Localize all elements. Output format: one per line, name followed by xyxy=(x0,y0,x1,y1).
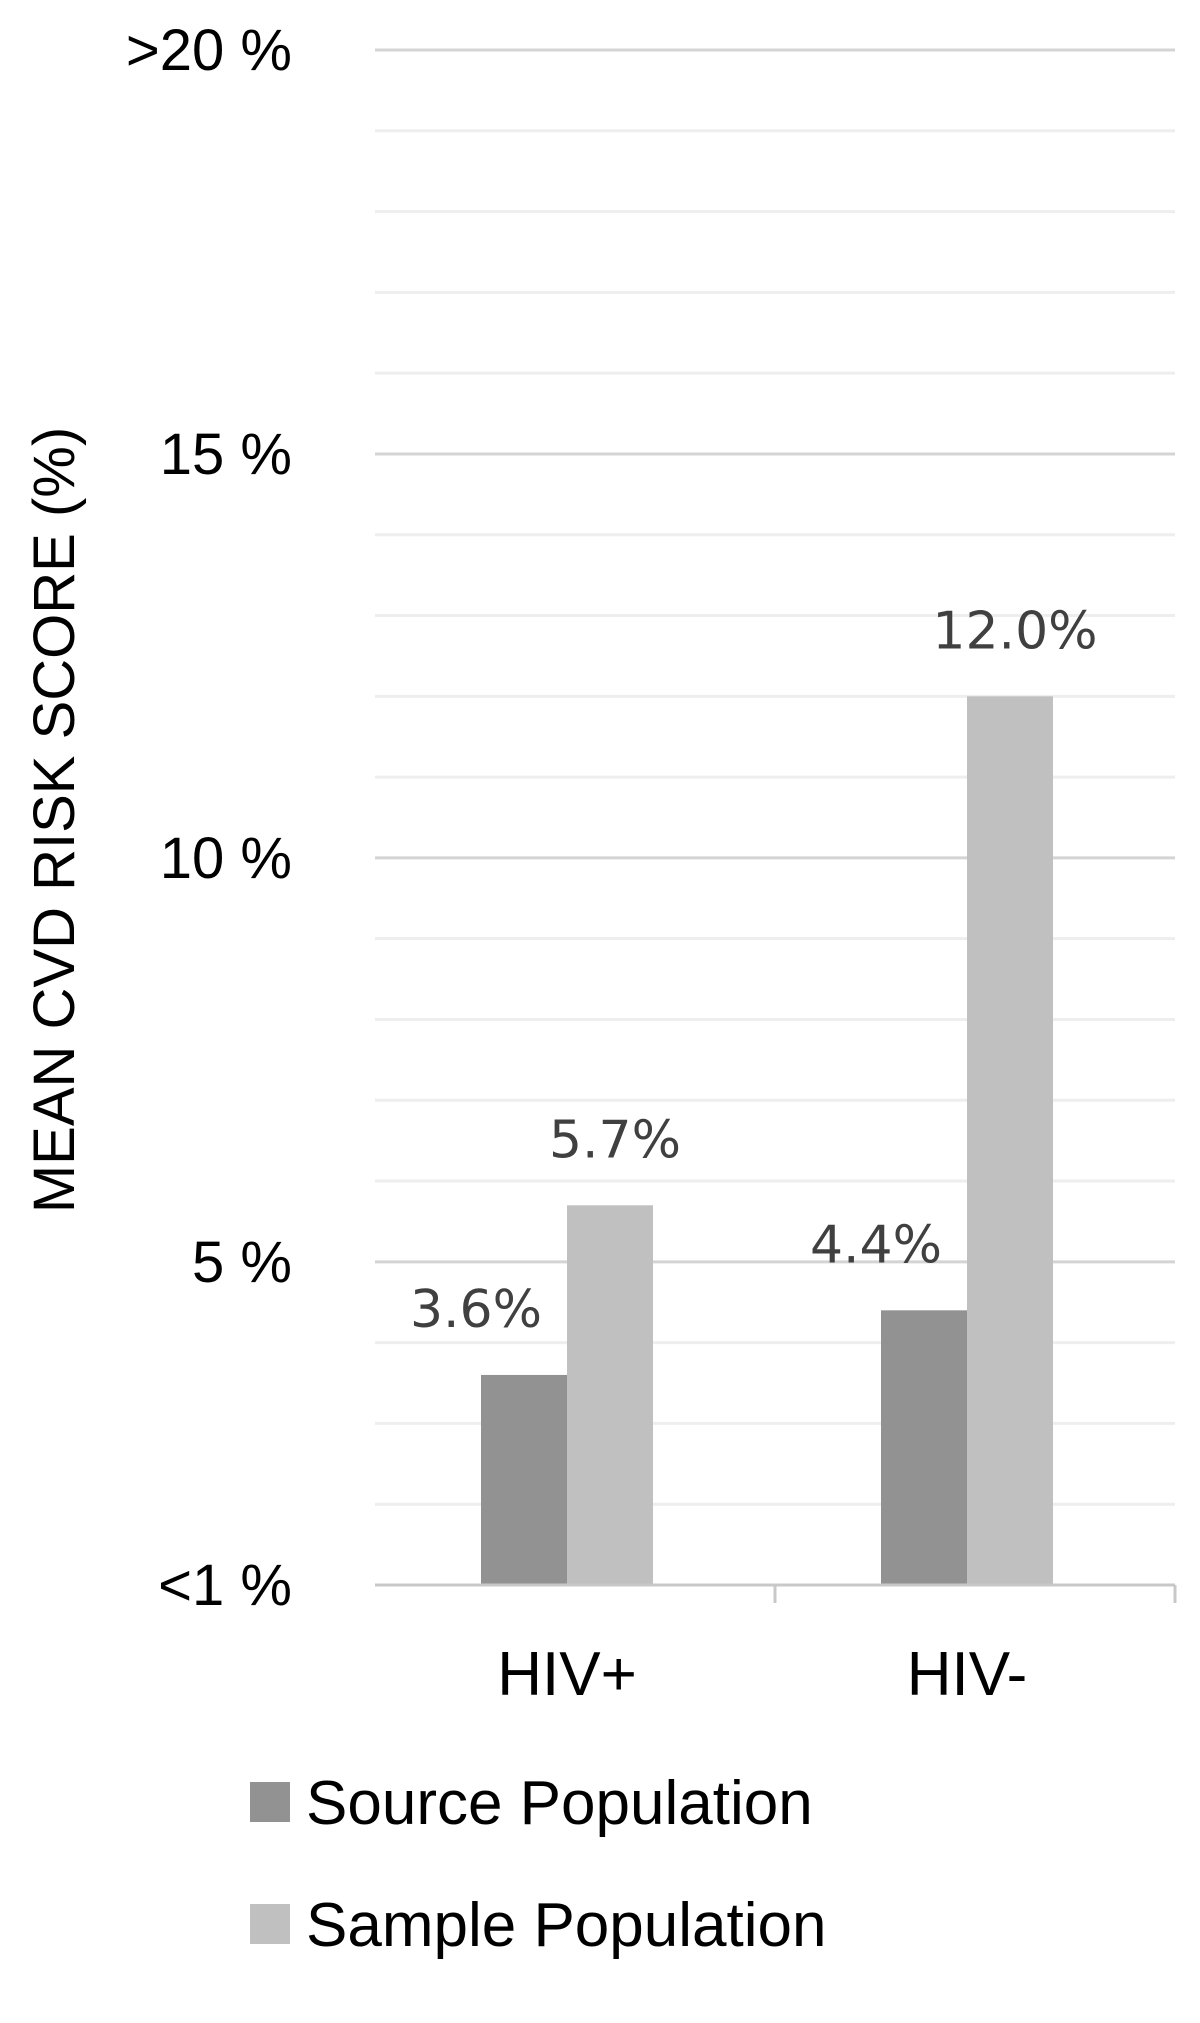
legend-label: Sample Population xyxy=(306,1891,826,1960)
bar-source-1 xyxy=(881,1310,967,1585)
legend-swatch xyxy=(250,1782,290,1822)
y-tick-label: <1 % xyxy=(158,1553,292,1618)
y-tick-label: 5 % xyxy=(192,1230,292,1295)
legend: Source Population Sample Population xyxy=(250,1769,826,1960)
data-label: 5.7% xyxy=(549,1110,681,1170)
legend-swatch xyxy=(250,1904,290,1944)
y-tick-label: 15 % xyxy=(160,422,292,487)
x-tick-label: HIV- xyxy=(907,1640,1028,1709)
x-axis xyxy=(375,1583,1177,1603)
data-label: 3.6% xyxy=(410,1280,542,1340)
grid-lines xyxy=(375,48,1175,1506)
x-tick-labels: HIV+ HIV- xyxy=(497,1640,1027,1709)
y-tick-labels: <1 % 5 % 10 % 15 % >20 % xyxy=(126,18,292,1618)
y-tick-label: 10 % xyxy=(160,826,292,891)
x-tick-label: HIV+ xyxy=(497,1640,637,1709)
legend-label: Source Population xyxy=(306,1769,813,1838)
bars xyxy=(481,696,1053,1585)
data-labels: 3.6% 5.7% 4.4% 12.0% xyxy=(410,601,1098,1340)
bar-source-0 xyxy=(481,1374,567,1585)
bar-sample-1 xyxy=(967,696,1053,1585)
data-label: 4.4% xyxy=(810,1215,942,1275)
bar-sample-0 xyxy=(567,1205,653,1585)
y-tick-label: >20 % xyxy=(126,18,292,83)
y-axis-label: MEAN CVD RISK SCORE (%) xyxy=(22,427,87,1213)
data-label: 12.0% xyxy=(932,601,1097,661)
